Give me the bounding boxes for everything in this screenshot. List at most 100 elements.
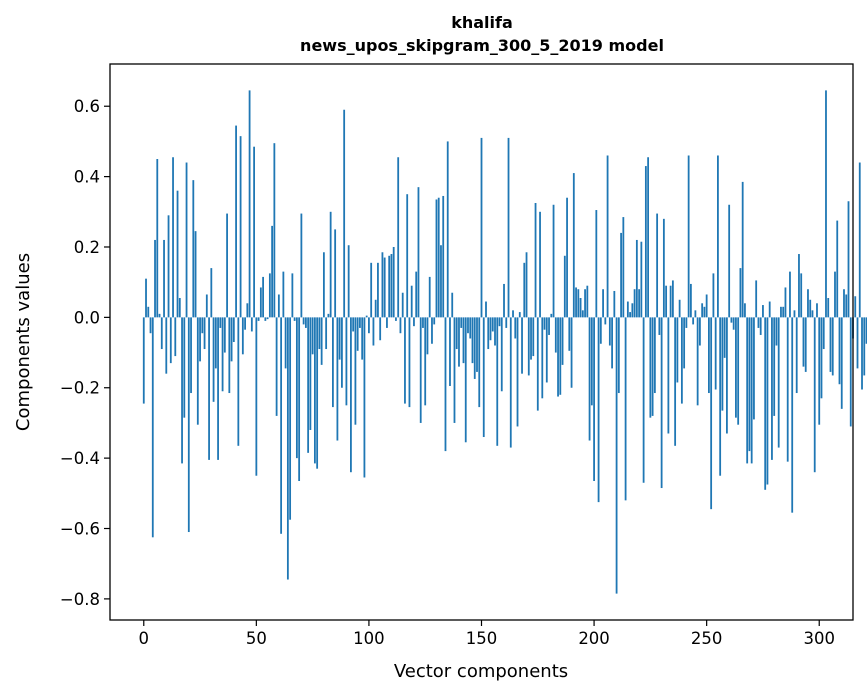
bar <box>613 290 616 318</box>
bar <box>293 317 296 321</box>
bar <box>415 271 418 318</box>
bar <box>845 294 848 318</box>
bar <box>462 317 465 364</box>
bar <box>205 294 208 318</box>
bar <box>169 317 172 364</box>
bar <box>491 317 494 332</box>
bar <box>552 204 555 318</box>
bar <box>717 155 719 318</box>
bar <box>280 317 283 534</box>
bar <box>232 317 235 342</box>
bar <box>804 317 807 372</box>
bar <box>728 204 731 318</box>
bar <box>721 317 724 411</box>
bar <box>653 317 656 394</box>
bar <box>604 317 607 325</box>
bar <box>203 317 206 350</box>
bar <box>282 271 285 318</box>
bar <box>638 289 641 318</box>
bar <box>259 287 262 318</box>
bar <box>757 317 760 328</box>
bar <box>172 157 174 318</box>
bar <box>820 317 823 399</box>
bar <box>476 317 478 372</box>
y-tick-label: −0.8 <box>60 590 100 609</box>
bar <box>284 317 287 369</box>
bar <box>755 280 758 318</box>
bar <box>615 317 618 594</box>
bar <box>192 180 195 318</box>
bar <box>507 137 510 318</box>
bar <box>579 298 582 318</box>
bar <box>500 317 503 392</box>
bar <box>201 317 204 334</box>
bar <box>241 317 244 355</box>
bar <box>523 262 526 318</box>
chart-subtitle: news_upos_skipgram_300_5_2019 model <box>300 36 664 55</box>
bar <box>230 317 233 362</box>
bar <box>219 317 222 328</box>
bar <box>836 220 839 318</box>
bar <box>518 312 521 318</box>
bar <box>320 317 323 365</box>
bar <box>277 294 280 318</box>
bar <box>158 313 161 318</box>
bar <box>649 317 652 418</box>
bar <box>723 317 726 358</box>
x-tick-label: 150 <box>466 629 498 648</box>
y-tick-label: −0.4 <box>60 449 100 468</box>
bar <box>699 317 701 346</box>
bar <box>545 317 548 383</box>
y-axis-ticks: −0.8 −0.6 −0.4 −0.2 0.0 0.2 0.4 0.6 <box>60 97 110 609</box>
bar <box>217 317 219 460</box>
bar <box>525 252 528 318</box>
bar <box>863 317 866 376</box>
bar <box>514 317 517 339</box>
bar <box>611 317 613 369</box>
bar <box>644 166 647 318</box>
bar <box>730 317 733 323</box>
bar <box>786 317 789 462</box>
bar <box>858 162 861 318</box>
y-tick-label: 0.0 <box>74 308 100 327</box>
bar <box>341 317 343 388</box>
bar <box>478 317 481 408</box>
bar <box>617 317 620 394</box>
bar <box>431 317 433 344</box>
x-tick-label: 0 <box>139 629 150 648</box>
bar <box>295 317 298 459</box>
bar <box>748 317 751 452</box>
bar <box>840 317 843 409</box>
bar <box>471 317 474 364</box>
bar <box>647 157 650 318</box>
bar <box>737 317 740 425</box>
bar <box>624 317 627 501</box>
bar <box>822 317 825 350</box>
bar <box>262 276 264 318</box>
bar <box>572 173 575 318</box>
bar <box>498 317 501 327</box>
bar <box>185 162 188 318</box>
bar <box>379 317 382 341</box>
bar <box>527 317 530 376</box>
bar <box>694 310 697 318</box>
bar <box>248 90 251 318</box>
bar <box>744 303 746 318</box>
bar <box>581 310 584 318</box>
bar <box>689 283 692 318</box>
bar <box>250 317 253 332</box>
bar <box>599 317 602 344</box>
bar <box>651 317 654 416</box>
bar <box>419 317 422 423</box>
bar <box>536 317 539 411</box>
bar <box>246 303 249 318</box>
bar <box>586 285 589 318</box>
bar <box>762 305 764 318</box>
bar <box>656 213 659 318</box>
bar <box>566 197 568 318</box>
bar <box>732 317 735 330</box>
bar <box>221 317 224 392</box>
bar <box>406 194 409 318</box>
bar <box>588 317 591 441</box>
bar <box>496 317 499 446</box>
